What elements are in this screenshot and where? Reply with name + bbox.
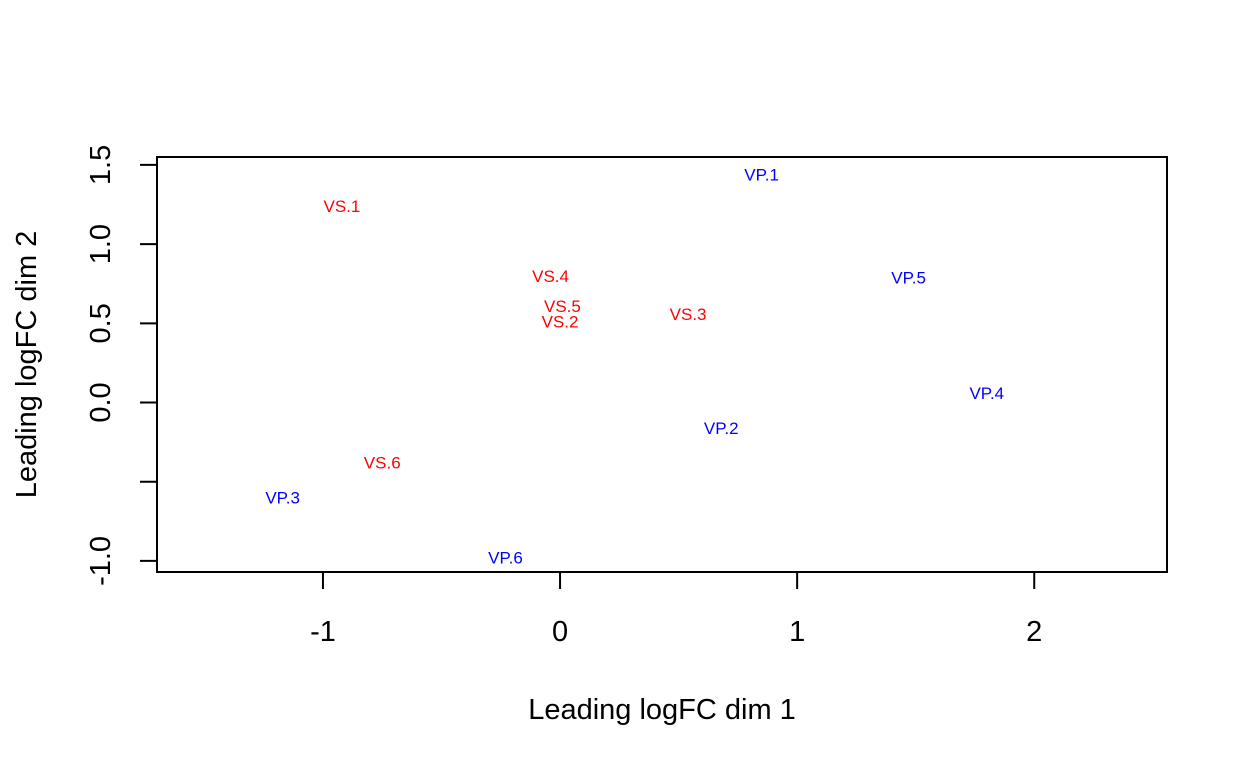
y-tick-label: 1.5 — [85, 145, 117, 185]
point-label-vs-4: VS.4 — [532, 267, 569, 286]
x-axis-title: Leading logFC dim 1 — [528, 694, 796, 726]
point-label-vp-6: VP.6 — [488, 549, 523, 568]
y-axis: -1.0 0.0 0.5 1.0 1.5 — [85, 145, 157, 586]
point-label-vs-5: VS.5 — [544, 297, 581, 316]
x-tick-label: 2 — [1026, 616, 1042, 648]
point-label-vp-3: VP.3 — [265, 489, 300, 508]
y-axis-title: Leading logFC dim 2 — [11, 231, 43, 499]
point-label-vs-3: VS.3 — [670, 305, 707, 324]
y-tick-label: -1.0 — [85, 536, 117, 586]
x-tick-label: 1 — [789, 616, 805, 648]
point-label-vp-2: VP.2 — [704, 419, 739, 438]
point-label-vs-2: VS.2 — [542, 313, 579, 332]
plot-frame — [156, 156, 1168, 573]
x-axis: -1 0 1 2 — [310, 572, 1042, 648]
x-tick-label: 0 — [552, 616, 568, 648]
y-tick-label: 1.0 — [85, 224, 117, 264]
point-label-vp-4: VP.4 — [969, 384, 1004, 403]
point-label-vs-6: VS.6 — [364, 454, 401, 473]
x-tick-label: -1 — [310, 616, 336, 648]
y-tick-label: 0.0 — [85, 382, 117, 422]
point-label-vp-5: VP.5 — [891, 268, 926, 287]
point-labels: VP.1 VS.1 VS.4 VP.5 VS.5 VS.3 VS.2 VP.4 VP.2 VS.6… — [265, 165, 1004, 567]
y-tick-label: 0.5 — [85, 303, 117, 343]
point-label-vs-1: VS.1 — [323, 197, 360, 216]
point-label-vp-1: VP.1 — [744, 165, 779, 184]
